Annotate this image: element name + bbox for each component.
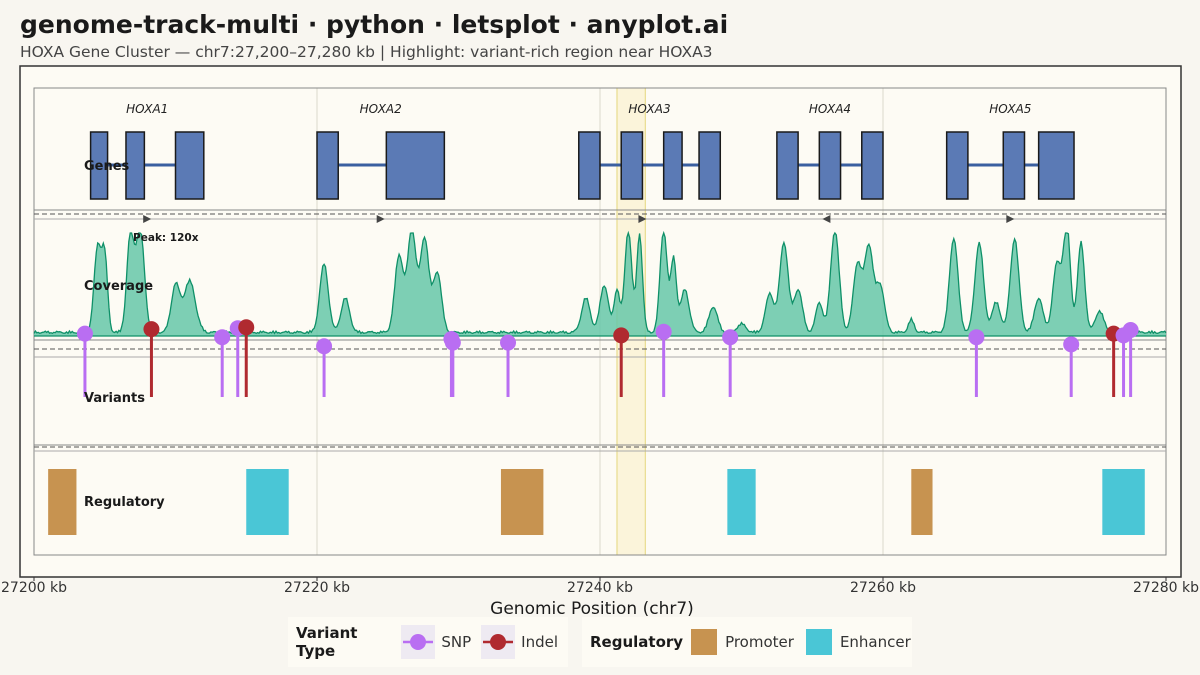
variant-head [613,327,630,344]
strand-arrow [822,215,831,223]
legend-item-indel: Indel [481,625,558,659]
exon-box [89,131,109,200]
gene-name: HOXA1 [126,102,168,116]
variant-head [968,329,985,346]
snp-marker [444,334,461,397]
x-tick-label: 27240 kb [567,580,633,596]
indel-marker [143,321,160,397]
exon-box [578,131,601,200]
x-tick-label: 27280 kb [1133,580,1199,596]
gene-name: HOXA5 [989,102,1031,116]
snp-marker [500,334,517,397]
x-axis-label: Genomic Position (chr7) [490,599,694,619]
legend-item-enhancer: Enhancer [804,627,911,657]
indel-marker [238,319,255,397]
snp-marker [316,338,333,397]
variant-head [316,338,333,355]
gene-name: HOXA4 [809,102,851,116]
snp-marker [1063,336,1080,397]
enhancer-region [1102,469,1145,535]
indel-legend-icon [481,625,516,659]
exon-box [316,131,339,200]
variant-head [1063,336,1080,353]
snp-legend-icon [401,625,436,659]
legend-label-enhancer: Enhancer [839,633,911,651]
track-label-regulatory: Regulatory [84,495,165,510]
variant-head [76,325,93,342]
exon-box [125,131,146,200]
gene-name: HOXA3 [628,102,670,116]
gene: HOXA2 [316,102,446,200]
variant-head [238,319,255,336]
enhancer-region [246,469,289,535]
tracks-border [33,87,1167,556]
strand-arrow [143,215,152,223]
x-axis: 27200 kb 27220 kb 27240 kb 27260 kb 27280 kb [1,577,1199,596]
legend-label-snp: SNP [441,633,472,651]
track-label-variants: Variants [84,391,145,406]
exon-box [945,131,969,200]
exon-box [776,131,799,200]
chart-subtitle: HOXA Gene Cluster — chr7:27,200–27,280 k… [20,43,713,61]
gene: HOXA5 [945,102,1075,200]
variant-head [143,321,160,338]
strand-arrow [1006,215,1015,223]
exon-box [174,131,205,200]
exon-box [818,131,842,200]
x-tick-label: 27260 kb [850,580,916,596]
gene-track: HOXA1 HOXA2 HOXA3 HOXA4 HOXA5 [89,102,1075,223]
variant-head [655,323,672,340]
strand-arrow [638,215,647,223]
x-tick-label: 27200 kb [1,580,67,596]
chart-title: genome-track-multi · python · letsplot ·… [20,10,729,39]
variant-head [722,329,739,346]
promoter-region [48,469,77,535]
track-labels: Genes Coverage Variants Regulatory [84,159,165,510]
variant-head [1122,322,1139,338]
exon-box [1002,131,1026,200]
enhancer-region [727,469,756,535]
regulatory-legend-title: Regulatory [590,633,684,651]
enhancer-legend-icon [805,629,832,655]
coverage-peak-annotation: Peak: 120x [133,232,199,244]
variant-legend: Variant Type SNP Indel [288,617,568,667]
exon-box [861,131,884,200]
exon-box [698,131,722,200]
snp-marker [1122,322,1139,397]
snp-marker [722,329,739,397]
legend-item-snp: SNP [401,625,471,659]
x-tick-label: 27220 kb [284,580,350,596]
track-label-coverage: Coverage [84,279,153,294]
snp-marker [214,329,231,397]
regulatory-track [48,469,1145,535]
snp-marker [76,325,93,397]
gene: HOXA4 [776,102,884,200]
snp-marker [655,323,672,397]
legend-item-promoter: Promoter [689,627,794,657]
variant-head [500,334,517,351]
variant-track [76,319,1139,397]
exon-box [385,131,446,200]
track-label-genes: Genes [84,159,130,174]
promoter-legend-icon [691,629,718,655]
gene: HOXA1 [89,102,205,200]
exon-box [662,131,683,200]
strand-arrow [376,215,385,223]
indel-marker [613,327,630,397]
gene-name: HOXA2 [360,102,402,116]
variant-head [214,329,231,346]
regulatory-legend: Regulatory Promoter Enhancer [582,617,912,667]
promoter-region [911,469,933,535]
promoter-region [500,469,544,535]
legend-label-promoter: Promoter [725,633,794,651]
variant-head [444,334,461,351]
exon-box [1037,131,1075,200]
exon-box [620,131,644,200]
gene: HOXA3 [578,102,722,200]
legend-label-indel: Indel [521,633,558,651]
snp-marker [968,329,985,397]
variant-legend-title: Variant Type [296,624,358,660]
coverage-area [34,233,1166,336]
